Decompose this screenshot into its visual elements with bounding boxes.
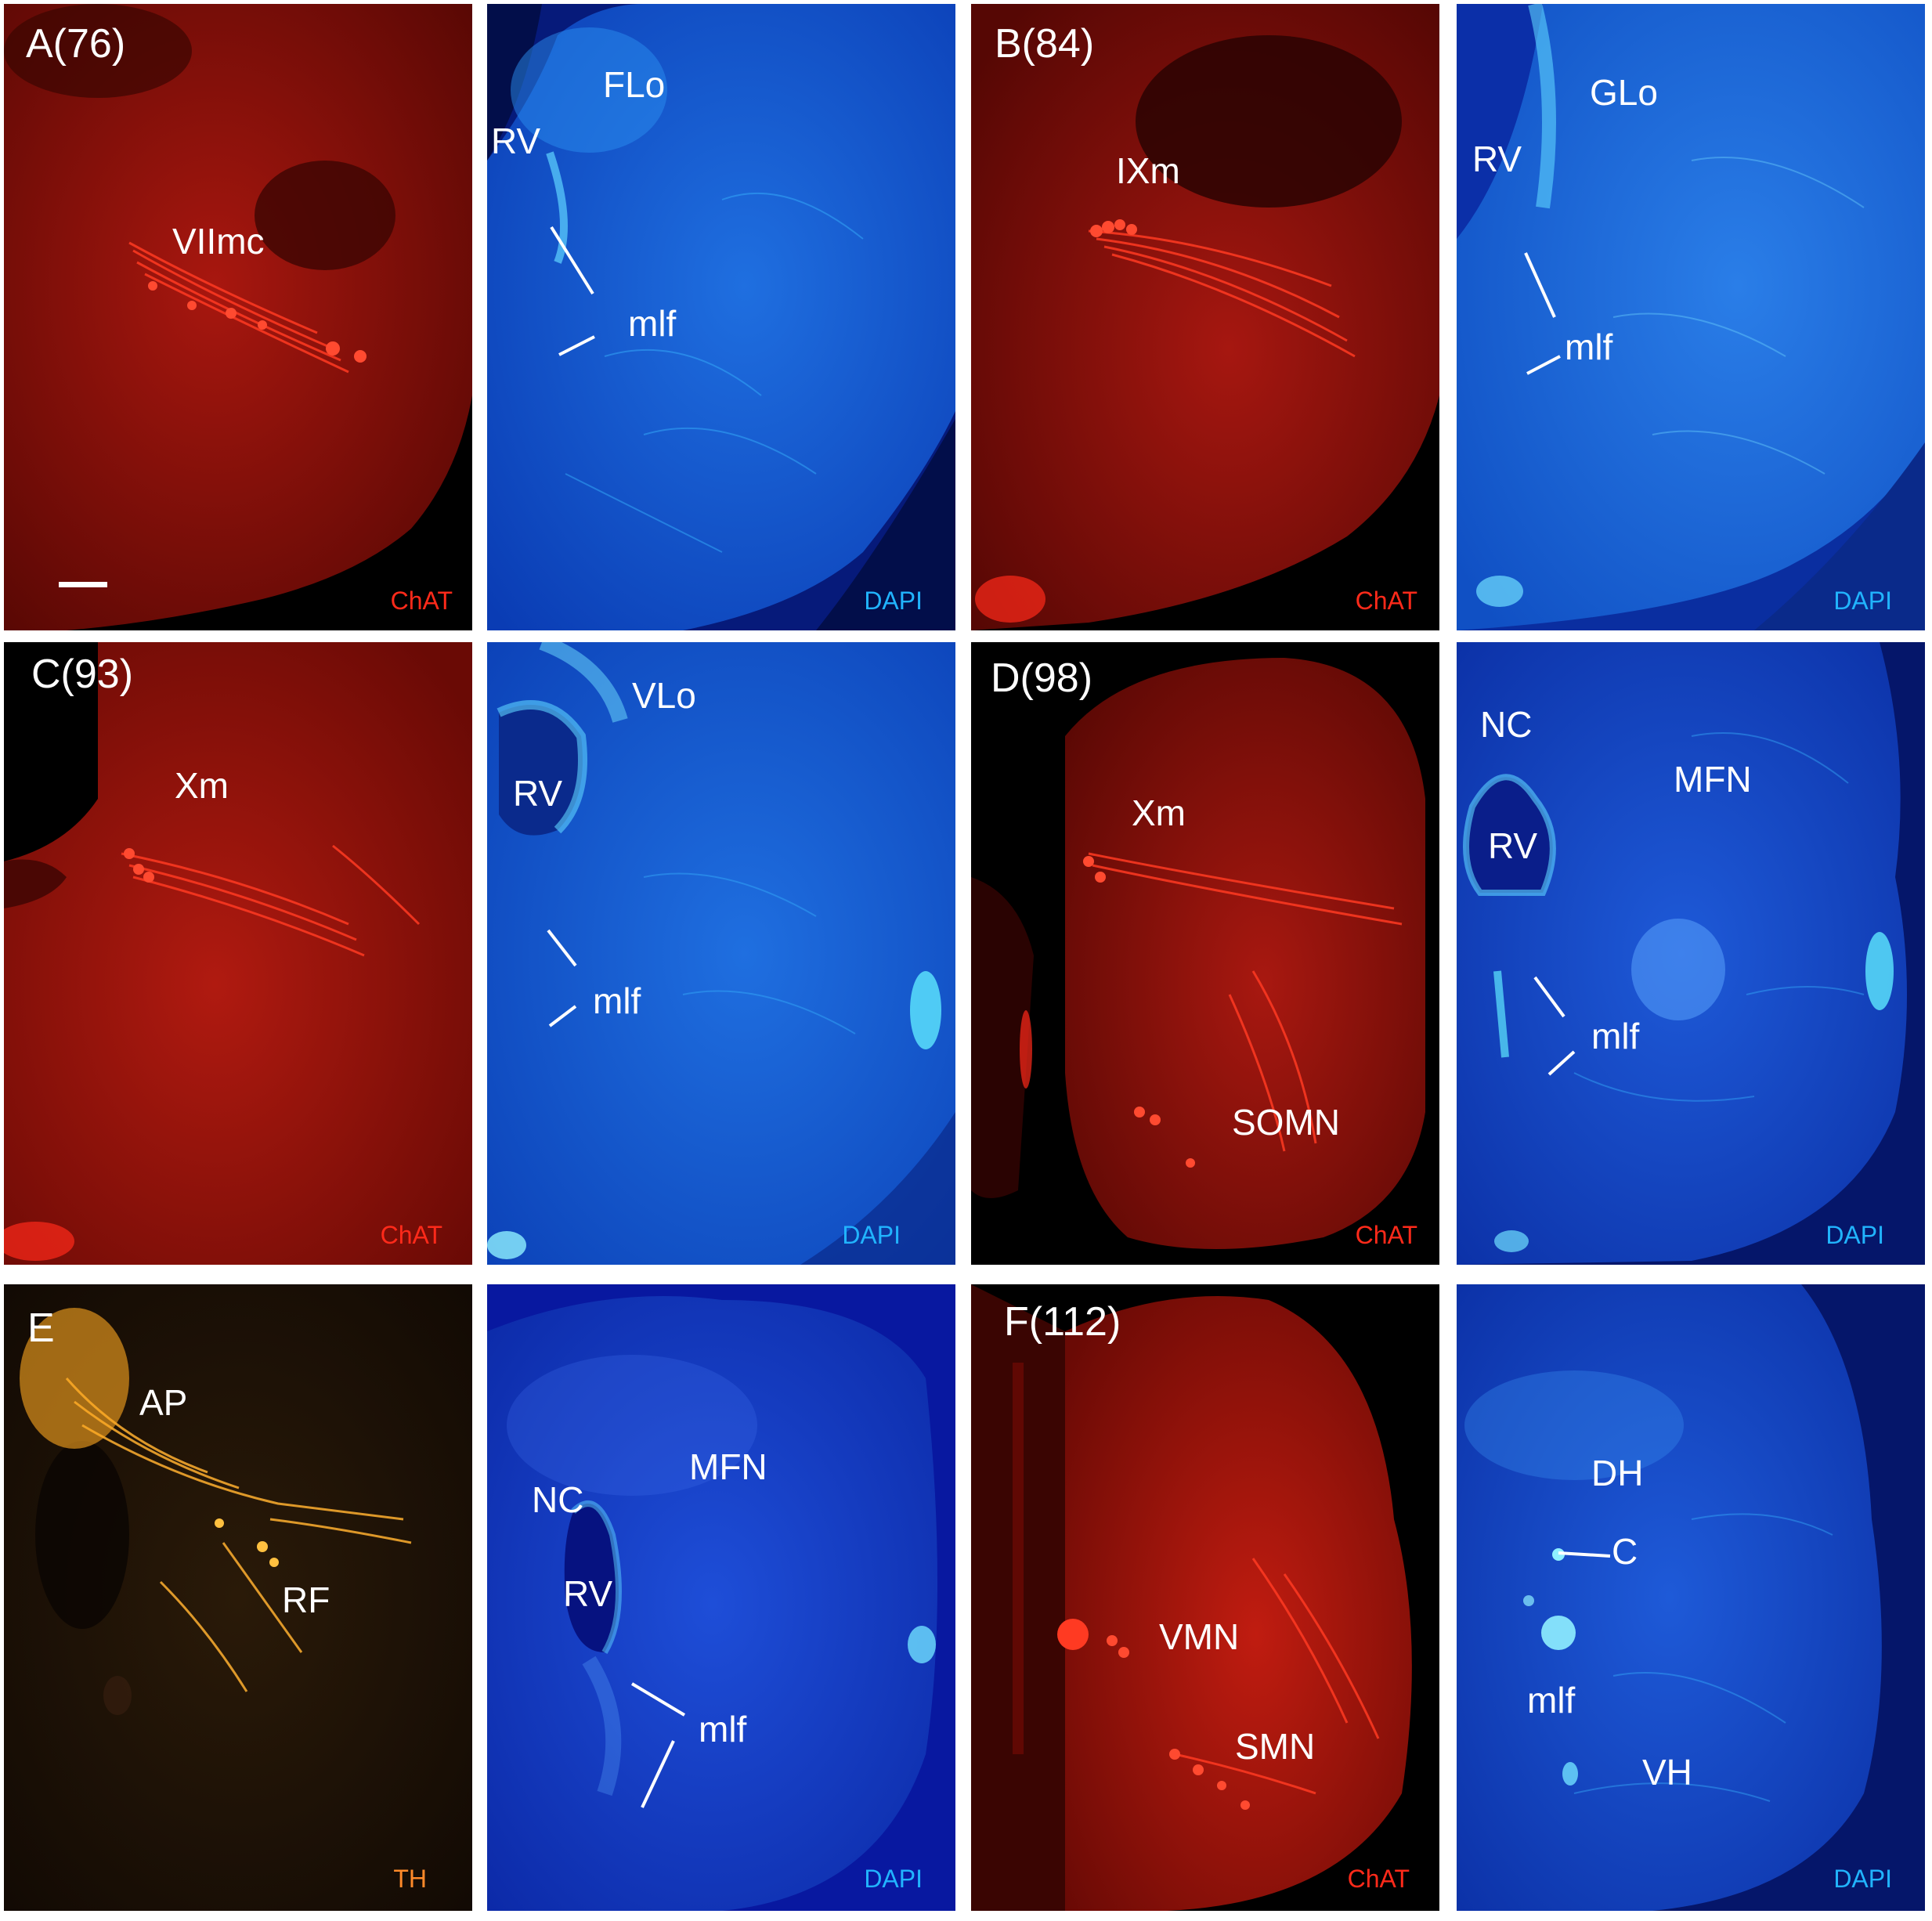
label-flo: FLo [603, 64, 666, 105]
stain-dapi: DAPI [1833, 1865, 1892, 1893]
panel-c-dapi: VLo RV mlf DAPI [487, 642, 955, 1265]
label-mlf: mlf [593, 980, 641, 1021]
panel-a-id: A(76) [26, 21, 126, 67]
panel-a-dapi: FLo RV mlf DAPI [487, 4, 955, 630]
label-mfn: MFN [1674, 759, 1752, 800]
panel-e-th: E AP RF TH [4, 1284, 472, 1911]
scale-bar [59, 582, 107, 587]
panel-d-dapi: NC MFN RV mlf DAPI [1457, 642, 1925, 1265]
label-somn: SOMN [1232, 1102, 1340, 1143]
panel-d-chat: D(98) Xm SOMN ChAT [971, 642, 1439, 1265]
label-rv: RV [513, 773, 563, 814]
label-mlf: mlf [1565, 327, 1613, 367]
panel-c-chat: C(93) Xm ChAT [4, 642, 472, 1265]
stain-dapi: DAPI [1833, 587, 1892, 615]
label-ixm: IXm [1116, 150, 1180, 191]
label-rv: RV [563, 1573, 613, 1614]
panel-d-id: D(98) [991, 655, 1093, 701]
panel-b-dapi: GLo RV mlf DAPI [1457, 4, 1925, 630]
panel-f-id: F(112) [1004, 1299, 1121, 1345]
stain-dapi: DAPI [842, 1221, 901, 1249]
stain-dapi: DAPI [864, 587, 923, 615]
stain-dapi: DAPI [864, 1865, 923, 1893]
panel-e-dapi: NC MFN RV mlf DAPI [487, 1284, 955, 1911]
label-smn: SMN [1235, 1726, 1316, 1767]
label-mlf: mlf [699, 1709, 747, 1749]
stain-chat: ChAT [1355, 1221, 1417, 1249]
stain-chat: ChAT [380, 1221, 442, 1249]
label-xm: Xm [1132, 793, 1186, 833]
stain-chat: ChAT [1355, 587, 1417, 615]
panel-c-id: C(93) [31, 652, 134, 697]
label-vlo: VLo [632, 675, 696, 716]
label-glo: GLo [1590, 72, 1658, 113]
stain-chat: ChAT [1347, 1865, 1410, 1893]
stain-chat: ChAT [390, 587, 453, 615]
stain-th: TH [393, 1865, 427, 1893]
label-rv: RV [491, 121, 541, 161]
label-xm: Xm [175, 765, 229, 806]
label-rf: RF [282, 1580, 330, 1620]
label-nc: NC [532, 1479, 584, 1520]
label-mlf: mlf [1591, 1016, 1640, 1056]
label-vh: VH [1642, 1752, 1692, 1793]
panel-a-chat: A(76) VIImc ChAT [4, 4, 472, 630]
label-mfn: MFN [689, 1446, 767, 1487]
label-nc: NC [1480, 704, 1533, 745]
label-mlf: mlf [1527, 1680, 1576, 1721]
label-rv: RV [1488, 825, 1538, 866]
label-vmn: VMN [1159, 1616, 1240, 1657]
panel-e-id: E [27, 1305, 55, 1351]
label-c: C [1612, 1531, 1638, 1572]
panel-f-chat: F(112) VMN SMN ChAT [971, 1284, 1439, 1911]
panel-f-dapi: DH C mlf VH DAPI [1457, 1284, 1925, 1911]
panel-b-id: B(84) [995, 21, 1095, 67]
label-ap: AP [139, 1382, 188, 1423]
label-viimc: VIImc [172, 221, 265, 262]
label-rv: RV [1472, 139, 1522, 179]
label-mlf: mlf [628, 303, 677, 344]
stain-dapi: DAPI [1825, 1221, 1884, 1249]
panel-b-chat: B(84) IXm ChAT [971, 4, 1439, 630]
label-dh: DH [1591, 1453, 1644, 1493]
